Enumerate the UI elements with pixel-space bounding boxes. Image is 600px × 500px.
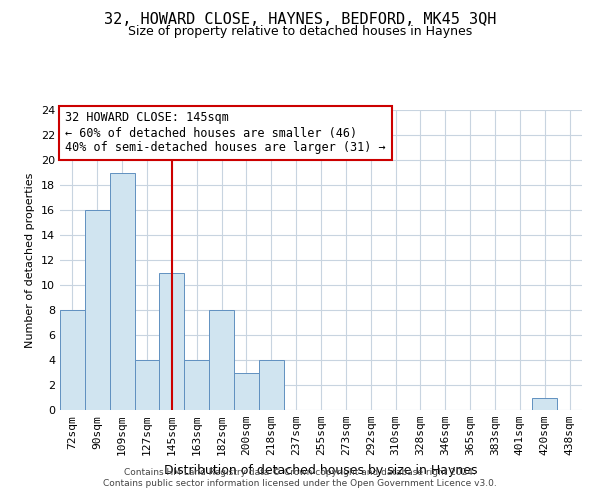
Bar bbox=[160, 272, 184, 410]
Bar bbox=[134, 360, 160, 410]
Y-axis label: Number of detached properties: Number of detached properties bbox=[25, 172, 35, 348]
Text: 32 HOWARD CLOSE: 145sqm
← 60% of detached houses are smaller (46)
40% of semi-de: 32 HOWARD CLOSE: 145sqm ← 60% of detache… bbox=[65, 112, 386, 154]
Bar bbox=[259, 360, 284, 410]
X-axis label: Distribution of detached houses by size in Haynes: Distribution of detached houses by size … bbox=[164, 464, 478, 476]
Bar bbox=[85, 210, 110, 410]
Text: 32, HOWARD CLOSE, HAYNES, BEDFORD, MK45 3QH: 32, HOWARD CLOSE, HAYNES, BEDFORD, MK45 … bbox=[104, 12, 496, 28]
Bar bbox=[209, 310, 234, 410]
Bar bbox=[234, 372, 259, 410]
Text: Contains HM Land Registry data © Crown copyright and database right 2024.
Contai: Contains HM Land Registry data © Crown c… bbox=[103, 468, 497, 487]
Bar bbox=[532, 398, 557, 410]
Bar bbox=[110, 172, 134, 410]
Bar bbox=[184, 360, 209, 410]
Text: Size of property relative to detached houses in Haynes: Size of property relative to detached ho… bbox=[128, 25, 472, 38]
Bar bbox=[60, 310, 85, 410]
